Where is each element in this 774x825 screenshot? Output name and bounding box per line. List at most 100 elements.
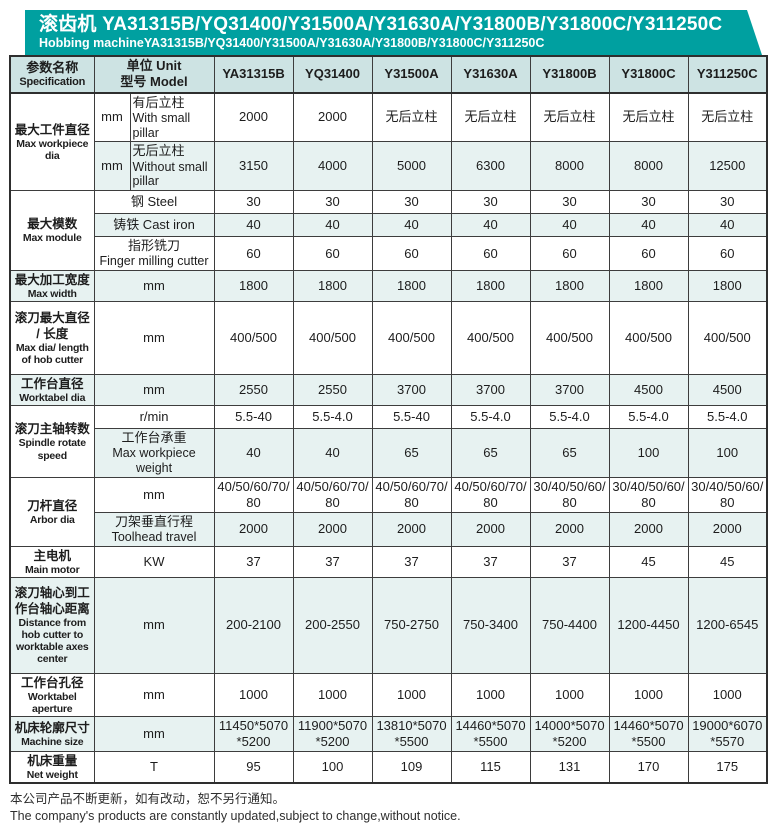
value-cell: 1800 [371,269,452,303]
value-cell: 65 [450,428,531,478]
value-cell: 5.5-4.0 [608,405,689,430]
row-label-en: Distance from hob cutter to worktable ax… [16,617,89,666]
descriptor-cell: 工作台承重 Max workpiece weight [93,428,215,478]
value-cell: 60 [687,236,768,271]
value-cell: 2000 [213,511,294,547]
value-cell: 1000 [371,672,452,717]
value-cell: 30 [608,190,689,214]
value-cell: 1000 [687,672,768,717]
value-cell: 1000 [529,672,610,717]
value-cell: 40/50/60/70/80 [213,476,294,513]
value-cell: 2000 [292,91,373,143]
value-cell: 37 [450,545,531,578]
value-cell: 30 [292,190,373,214]
row-label-zh: 机床重量 [27,754,78,768]
value-cell: 60 [529,236,610,271]
value-cell: 1000 [608,672,689,717]
value-cell: 37 [292,545,373,578]
value-cell: 60 [213,236,294,271]
value-cell: 40 [608,213,689,237]
row-label-zh: 最大加工宽度 [14,273,90,287]
value-cell: 115 [450,750,531,784]
table-header-row: 参数名称 Specification 单位 Unit 型号 Model YA31… [9,55,768,94]
value-cell: 100 [687,428,768,478]
footer-note-zh: 本公司产品不断更新，如有改动，恕不另行通知。 [10,792,286,807]
value-cell: 2000 [213,91,294,143]
value-cell: 400/500 [292,301,373,376]
value-cell: 11900*5070*5200 [292,715,373,752]
value-cell: 2000 [450,511,531,547]
unit-cell: KW [93,545,215,578]
row-label-distance: 滚刀轴心到工作台轴心距离 Distance from hob cutter to… [9,576,95,674]
value-cell: 无后立柱 [450,91,531,143]
footer-note: 本公司产品不断更新，如有改动，恕不另行通知。 The company's pro… [10,791,766,825]
table-row: 工作台承重 Max workpiece weight 40 40 65 65 65 100… [10,428,768,478]
value-cell: 750-2750 [371,576,452,674]
value-cell: 30 [687,190,768,214]
value-cell: 4000 [292,141,373,191]
spec-header-cell: 参数名称 Specification [9,55,95,94]
row-label-arbor: 刀杆直径 Arbor dia [9,476,95,547]
value-cell: 37 [529,545,610,578]
value-cell: 200-2100 [213,576,294,674]
value-cell: 60 [292,236,373,271]
value-cell: 37 [371,545,452,578]
value-cell: 1800 [529,269,610,303]
table-row: 机床轮廓尺寸 Machine size mm 11450*5070*5200 11… [9,715,768,752]
unit-cell: mm [93,476,215,513]
descriptor-cell: 无后立柱 Without small pillar [129,141,215,191]
row-label-zh: 滚刀最大直径 / 长度 [14,311,90,341]
value-cell: 30/40/50/60/80 [608,476,689,513]
value-cell: 2000 [371,511,452,547]
catalog-page: 滚齿机 YA31315B/YQ31400/Y31500A/Y31630A/Y31… [9,0,769,823]
value-cell: 40/50/60/70/80 [292,476,373,513]
value-cell: 5.5-4.0 [687,405,768,430]
value-cell: 40 [450,213,531,237]
row-label-en: Arbor dia [29,513,75,526]
value-cell: 3700 [371,374,452,407]
value-cell: 1800 [608,269,689,303]
table-row: 滚刀轴心到工作台轴心距离 Distance from hob cutter to… [9,576,768,674]
footer-note-en: The company's products are constantly up… [10,809,461,824]
value-cell: 40/50/60/70/80 [450,476,531,513]
value-cell: 无后立柱 [608,91,689,143]
descriptor-en: Without small pillar [132,159,208,189]
value-cell: 1000 [292,672,373,717]
value-cell: 19000*6070*5570 [687,715,768,752]
row-label-en: Max workpiece dia [16,137,89,162]
value-cell: 45 [608,545,689,578]
unit-cell: mm [93,91,131,143]
value-cell: 30 [371,190,452,214]
value-cell: 30 [529,190,610,214]
descriptor-cell: 铸铁 Cast iron [93,213,215,237]
model-header-cell: Y31800C [608,55,689,94]
descriptor-zh: 指形铣刀 [128,238,181,253]
unit-cell: mm [93,374,215,407]
value-cell: 40 [687,213,768,237]
value-cell: 109 [371,750,452,784]
value-cell: 175 [687,750,768,784]
unit-cell: mm [93,301,215,376]
value-cell: 3150 [213,141,294,191]
value-cell: 40 [213,428,294,478]
value-cell: 30 [450,190,531,214]
descriptor-cell: r/min [93,405,215,430]
table-row: 刀杆直径 Arbor dia mm 40/50/60/70/80 40/50/60… [9,476,768,547]
model-header-cell: Y31800B [529,55,610,94]
value-cell: 2000 [292,511,373,547]
unit-cell: mm [93,141,131,191]
row-label-zh: 最大工件直径 [14,122,90,137]
row-label-zh: 最大模数 [27,217,78,232]
row-label-zh: 滚刀轴心到工作台轴心距离 [14,586,90,617]
value-cell: 2000 [608,511,689,547]
model-header-cell: Y31630A [450,55,531,94]
value-cell: 95 [213,750,294,784]
value-cell: 2550 [292,374,373,407]
row-label-en: Machine size [21,735,84,748]
value-cell: 60 [450,236,531,271]
title-banner: 滚齿机 YA31315B/YQ31400/Y31500A/Y31630A/Y31… [25,10,762,55]
descriptor-en: Max workpiece weight [112,446,196,476]
descriptor-zh: 无后立柱 [132,143,185,159]
row-label-max-width: 最大加工宽度 Max width [9,269,95,303]
value-cell: 12500 [687,141,768,191]
